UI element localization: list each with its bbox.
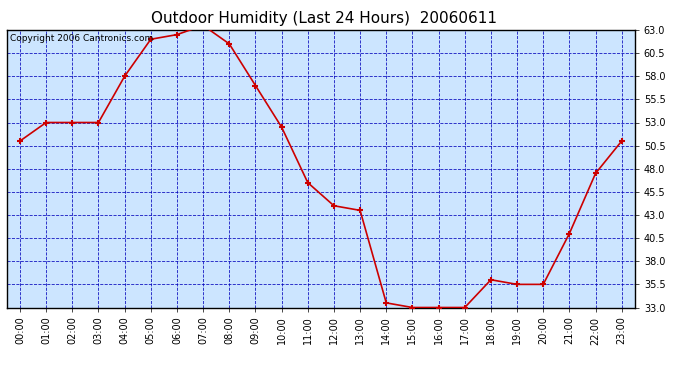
Text: Copyright 2006 Cantronics.com: Copyright 2006 Cantronics.com xyxy=(10,34,153,43)
Text: Outdoor Humidity (Last 24 Hours)  20060611: Outdoor Humidity (Last 24 Hours) 2006061… xyxy=(151,11,497,26)
